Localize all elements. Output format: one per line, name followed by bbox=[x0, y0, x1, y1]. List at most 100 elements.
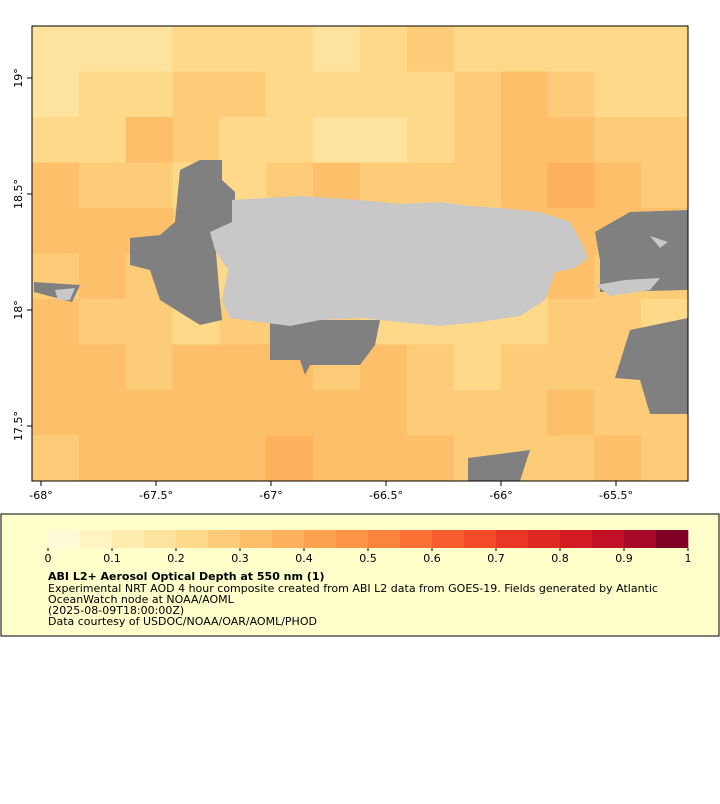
aod-cell bbox=[500, 344, 548, 391]
aod-cell bbox=[641, 435, 689, 482]
colorbar-swatch bbox=[624, 530, 657, 548]
aod-cell bbox=[313, 435, 361, 482]
colorbar-tick-label: 1 bbox=[685, 552, 692, 565]
colorbar-swatch bbox=[240, 530, 273, 548]
aod-cell bbox=[78, 299, 127, 345]
no-data-area bbox=[615, 318, 688, 414]
aod-cell bbox=[219, 390, 267, 436]
colorbar-tick-label: 0.3 bbox=[231, 552, 249, 565]
aod-cell bbox=[360, 435, 408, 482]
no-data-area bbox=[595, 210, 688, 292]
aod-cell bbox=[594, 390, 642, 436]
aod-cell bbox=[219, 435, 267, 482]
aod-cell bbox=[594, 435, 642, 482]
aod-cell bbox=[219, 26, 267, 72]
aod-cell bbox=[453, 71, 502, 118]
no-data-area bbox=[468, 450, 530, 481]
y-tick-label: 19° bbox=[12, 68, 25, 88]
aod-cell bbox=[78, 208, 127, 254]
colorbar-swatch bbox=[208, 530, 241, 548]
no-data-area bbox=[130, 160, 235, 325]
aod-cell bbox=[78, 71, 127, 118]
x-tick-label: -68° bbox=[29, 489, 52, 502]
colorbar: 0 0.1 0.2 0.3 0.4 0.5 0.6 0.7 0.8 0.9 1 bbox=[45, 530, 692, 565]
aod-cell bbox=[406, 390, 455, 436]
colorbar-swatch bbox=[48, 530, 81, 548]
aod-cell bbox=[313, 390, 361, 436]
aod-cell bbox=[453, 117, 502, 163]
colorbar-swatch bbox=[112, 530, 145, 548]
aod-cell bbox=[125, 435, 174, 482]
colorbar-swatch bbox=[144, 530, 177, 548]
x-tick-label: -67° bbox=[259, 489, 282, 502]
aod-cell bbox=[32, 26, 80, 72]
aod-cell bbox=[406, 344, 455, 391]
aod-cell bbox=[266, 71, 314, 118]
aod-cell bbox=[641, 26, 689, 72]
aod-cell bbox=[547, 26, 595, 72]
colorbar-swatch bbox=[272, 530, 305, 548]
aod-cell bbox=[453, 162, 502, 209]
aod-cell bbox=[547, 390, 595, 436]
aod-cell bbox=[406, 71, 455, 118]
legend-line: (2025-08-09T18:00:00Z) bbox=[48, 604, 184, 617]
aod-cell bbox=[266, 435, 314, 482]
aod-cell bbox=[360, 390, 408, 436]
aod-cell bbox=[594, 117, 642, 163]
aod-cell bbox=[78, 344, 127, 391]
y-tick-label: 18° bbox=[12, 300, 25, 320]
aod-cell bbox=[406, 435, 455, 482]
aod-cell bbox=[78, 26, 127, 72]
aod-cell bbox=[172, 344, 220, 391]
aod-cell bbox=[125, 71, 174, 118]
aod-cell bbox=[313, 117, 361, 163]
plot-frame bbox=[31, 25, 689, 482]
aod-cell bbox=[78, 162, 127, 209]
aod-cell bbox=[453, 26, 502, 72]
x-tick-label: -65.5° bbox=[599, 489, 633, 502]
colorbar-swatch bbox=[528, 530, 561, 548]
aod-cell bbox=[547, 435, 595, 482]
no-data-area bbox=[270, 320, 380, 375]
aod-cell bbox=[360, 71, 408, 118]
aod-cell bbox=[266, 390, 314, 436]
aod-cell bbox=[125, 26, 174, 72]
colorbar-tick-label: 0.1 bbox=[103, 552, 121, 565]
legend-line: Experimental NRT AOD 4 hour composite cr… bbox=[48, 582, 658, 595]
aod-cell bbox=[32, 71, 80, 118]
colorbar-swatch bbox=[496, 530, 529, 548]
aod-cell bbox=[32, 208, 80, 254]
colorbar-swatch bbox=[464, 530, 497, 548]
masks bbox=[34, 160, 688, 481]
colorbar-swatch bbox=[656, 530, 689, 548]
aod-cell bbox=[125, 299, 174, 345]
aod-cell bbox=[32, 162, 80, 209]
y-tick-label: 17.5° bbox=[12, 411, 25, 441]
colorbar-tick-label: 0.6 bbox=[423, 552, 441, 565]
aod-cell bbox=[500, 162, 548, 209]
aod-cell bbox=[547, 344, 595, 391]
aod-cell bbox=[547, 71, 595, 118]
colorbar-swatch bbox=[368, 530, 401, 548]
legend-title: ABI L2+ Aerosol Optical Depth at 550 nm … bbox=[48, 570, 325, 583]
aod-cell bbox=[219, 117, 267, 163]
colorbar-tick-label: 0.8 bbox=[551, 552, 569, 565]
x-tick-label: -67.5° bbox=[139, 489, 173, 502]
land bbox=[650, 236, 668, 248]
aod-cell bbox=[500, 26, 548, 72]
aod-cell bbox=[172, 117, 220, 163]
aod-cell bbox=[500, 71, 548, 118]
aod-cell bbox=[32, 344, 80, 391]
aod-cell bbox=[78, 117, 127, 163]
aod-cell bbox=[500, 117, 548, 163]
colorbar-tick-label: 0.4 bbox=[295, 552, 313, 565]
aod-cell bbox=[32, 390, 80, 436]
colorbar-swatch bbox=[400, 530, 433, 548]
aod-cell bbox=[547, 299, 595, 345]
aod-cell bbox=[360, 117, 408, 163]
aod-cell bbox=[32, 299, 80, 345]
colorbar-tick-label: 0.2 bbox=[167, 552, 185, 565]
axes: -68° -67.5° -67° -66.5° -66° -65.5° 17.5° 18° 18… bbox=[12, 68, 633, 502]
land bbox=[55, 288, 75, 300]
